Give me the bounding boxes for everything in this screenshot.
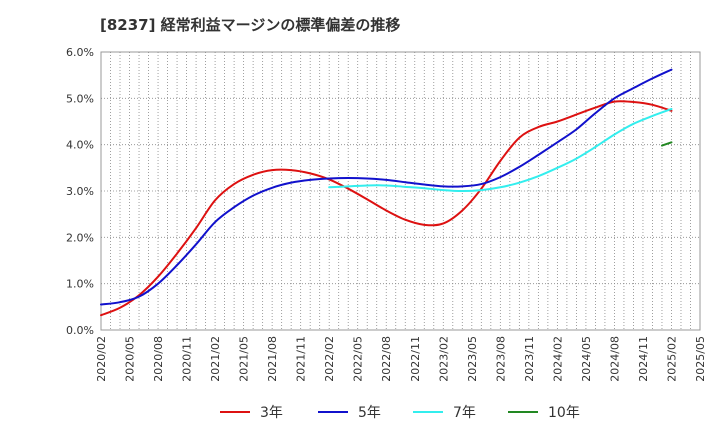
y-tick-label: 6.0% [66, 46, 94, 59]
x-tick-label: 2021/02 [209, 336, 222, 382]
plot-area [100, 51, 701, 331]
x-tick-label: 2024/05 [580, 336, 593, 382]
series-layer [100, 68, 673, 317]
y-tick-label: 5.0% [66, 92, 94, 105]
series-line-2 [100, 68, 673, 306]
x-tick-label: 2023/08 [494, 336, 507, 382]
y-tick-label: 2.0% [66, 231, 94, 244]
x-tick-label: 2024/11 [637, 336, 650, 382]
x-tick-label: 2024/02 [551, 336, 564, 382]
x-tick-label: 2023/02 [437, 336, 450, 382]
x-tick-label: 2023/11 [523, 336, 536, 382]
y-tick-label: 1.0% [66, 278, 94, 291]
x-tick-label: 2024/08 [608, 336, 621, 382]
y-tick-label: 4.0% [66, 139, 94, 152]
x-tick-label: 2025/02 [665, 336, 678, 382]
x-tick-label: 2023/05 [466, 336, 479, 382]
x-tick-label: 2021/11 [295, 336, 308, 382]
x-tick-label: 2020/02 [95, 336, 108, 382]
legend: 3年 5年 7年 10年 [220, 405, 580, 421]
x-tick-label: 2022/05 [352, 336, 365, 382]
x-tick-label: 2020/05 [124, 336, 137, 382]
x-tick-label: 2022/02 [323, 336, 336, 382]
x-tick-label: 2021/05 [238, 336, 251, 382]
x-tick-label: 2022/08 [380, 336, 393, 382]
x-tick-label: 2022/11 [409, 336, 422, 382]
series-line-1 [100, 100, 673, 317]
grid-layer [100, 51, 701, 331]
series-line-3 [328, 107, 673, 192]
legend-label-4: 10年 [548, 405, 580, 421]
series-line-4 [660, 141, 673, 147]
axis-layer: 0.0% 1.0% 2.0% 3.0% 4.0% 5.0% 6.0% 2020/02 2020/… [66, 46, 707, 382]
x-tick-label: 2021/08 [266, 336, 279, 382]
x-tick-label: 2020/08 [152, 336, 165, 382]
legend-label-1: 3年 [260, 405, 283, 421]
x-tick-label: 2025/05 [694, 336, 707, 382]
y-tick-label: 0.0% [66, 324, 94, 337]
legend-label-3: 7年 [453, 405, 476, 421]
legend-label-2: 5年 [358, 405, 381, 421]
x-tick-label: 2020/11 [181, 336, 194, 382]
chart-title: [8237] 経常利益マージンの標準偏差の推移 [100, 16, 401, 34]
y-tick-label: 3.0% [66, 185, 94, 198]
